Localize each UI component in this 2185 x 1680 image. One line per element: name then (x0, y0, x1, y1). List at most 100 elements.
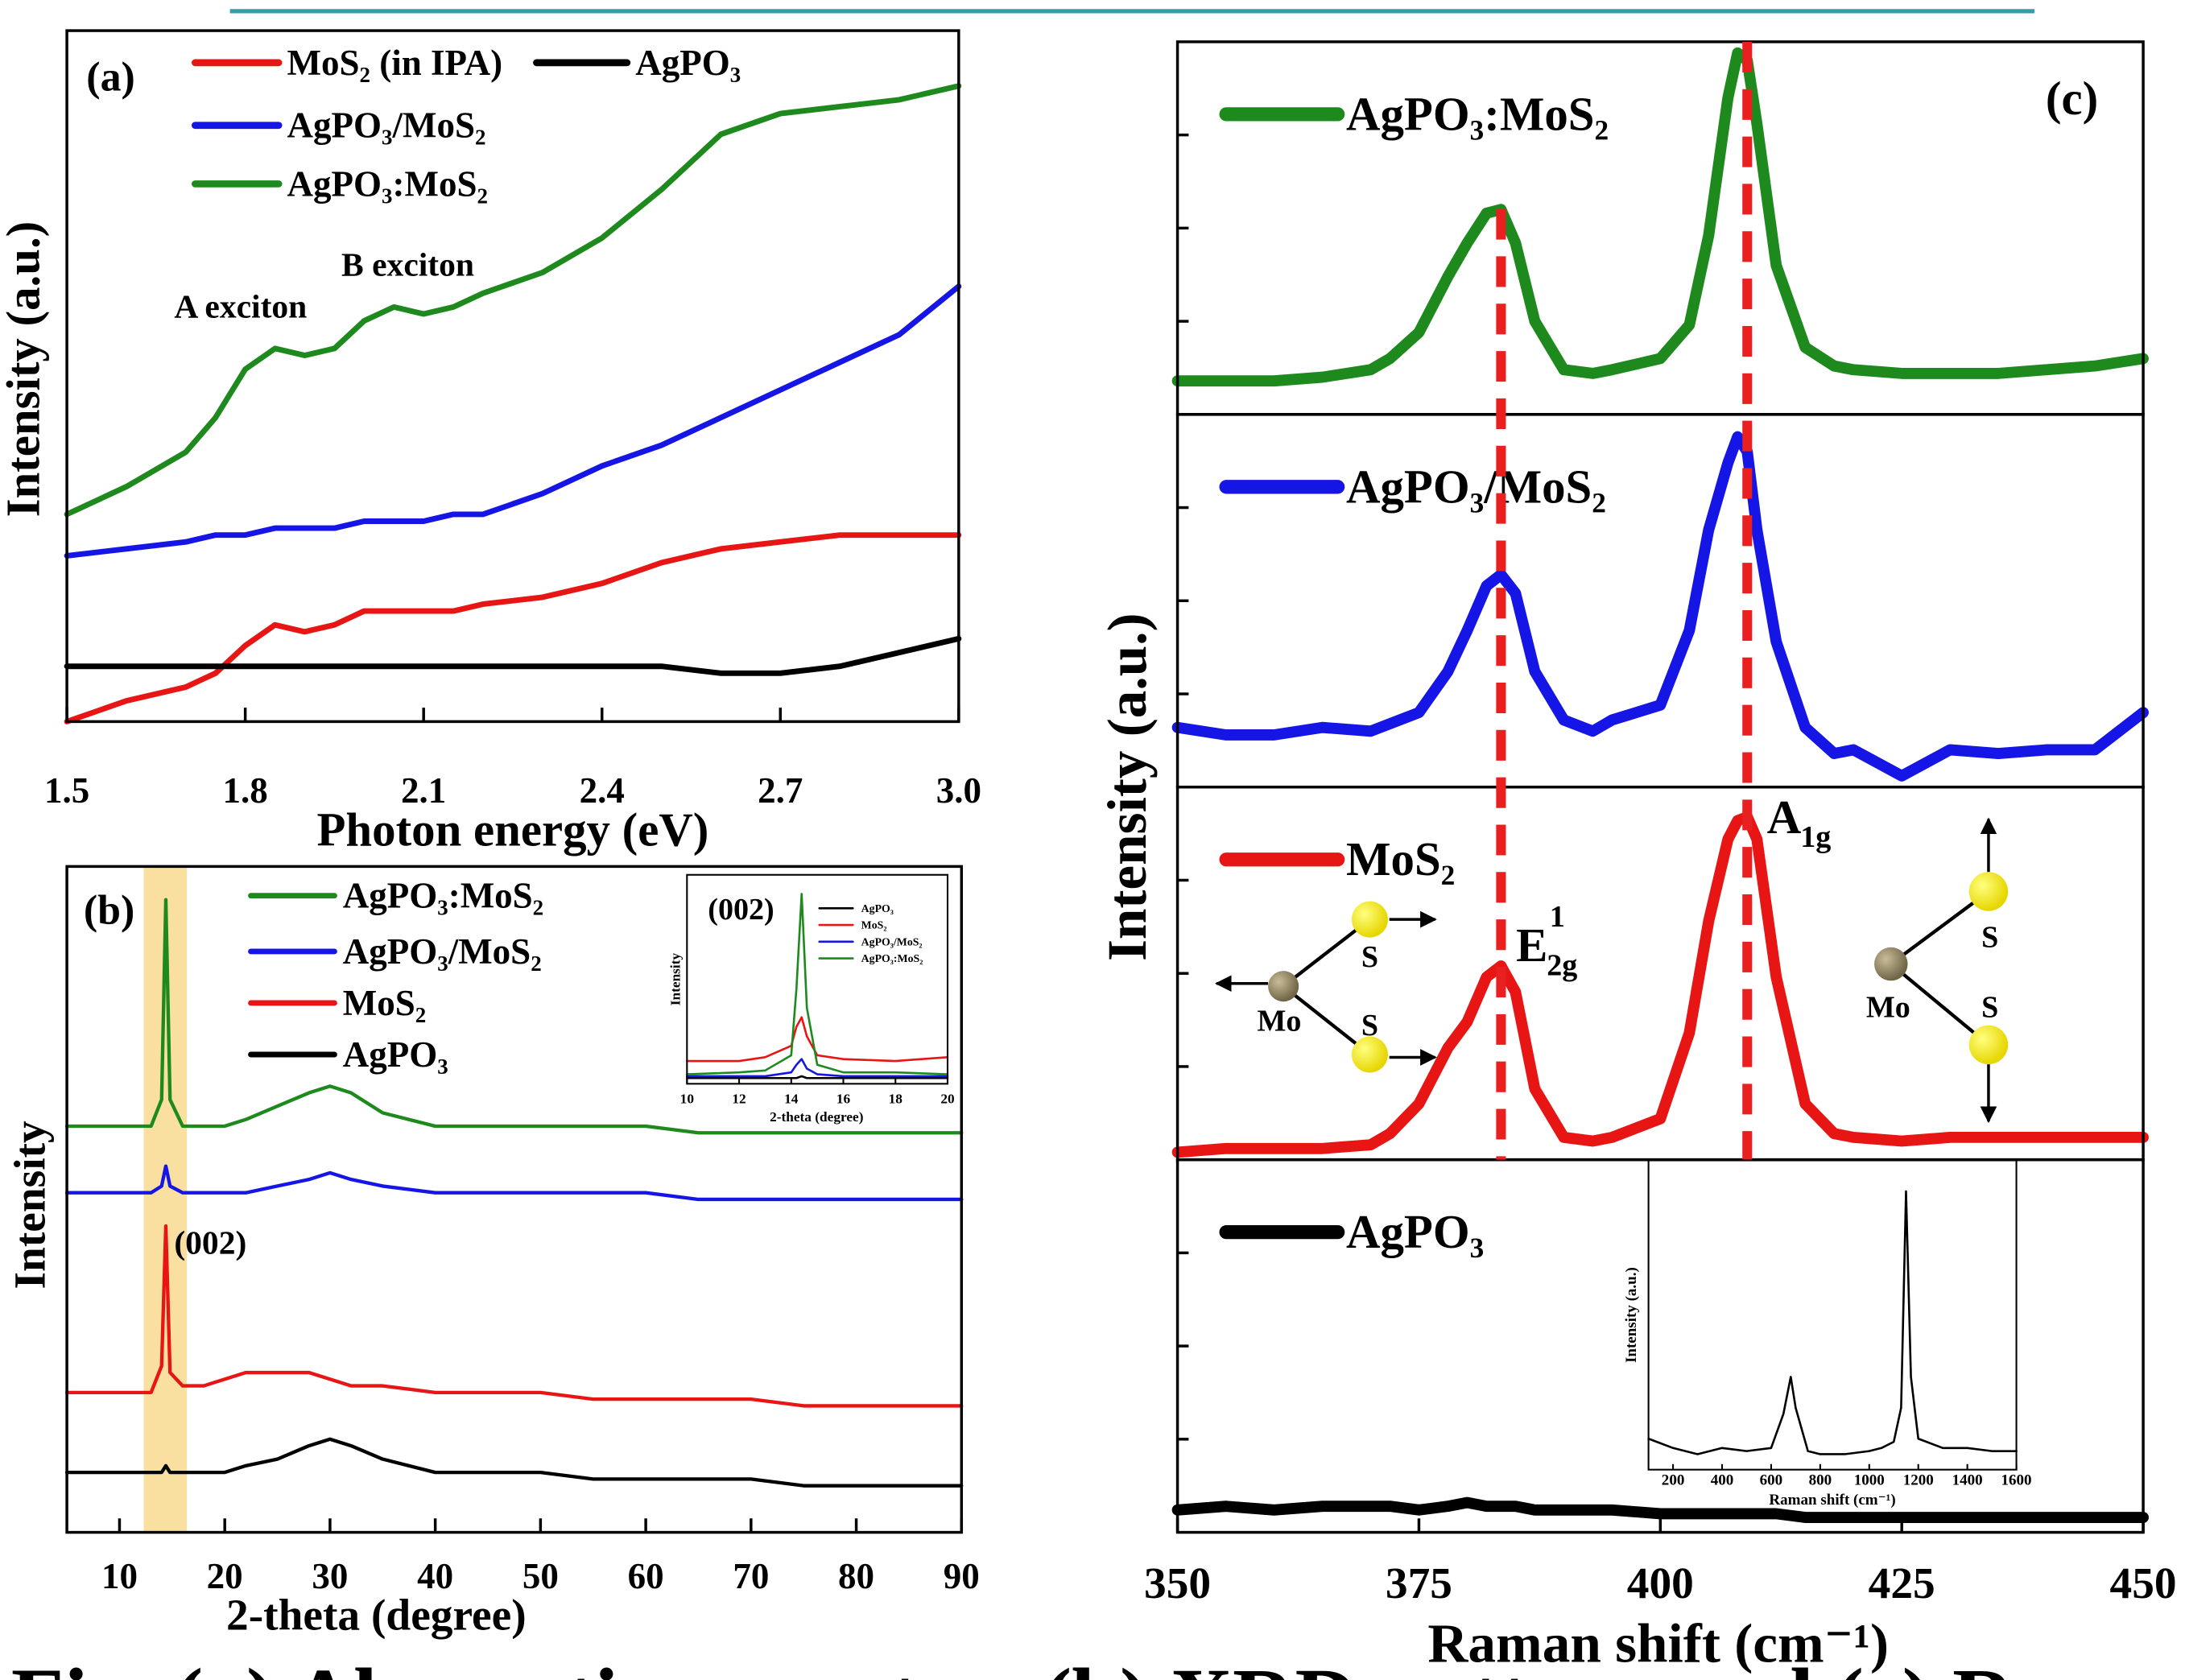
series-line (1171, 811, 2149, 1158)
x-axis-title: Raman shift (cm⁻¹) (1769, 1492, 1895, 1509)
x-tick-label: 1600 (2001, 1472, 2032, 1489)
x-tick-label: 2.1 (401, 770, 446, 811)
x-tick-label: 2.7 (758, 770, 803, 811)
legend-label: AgPO₃ (1346, 1206, 1484, 1258)
series-line (64, 1164, 964, 1202)
x-tick-label: 2.4 (580, 770, 625, 811)
x-tick-label: 70 (733, 1556, 769, 1596)
x-tick-label: 12 (732, 1092, 746, 1107)
legend-label: MoS₂ (861, 919, 887, 931)
x-tick-label: 1.5 (44, 770, 89, 811)
legend-label: MoS₂ (1346, 833, 1455, 885)
legend-label: AgPO₃/MoS₂ (343, 931, 542, 972)
x-tick-label: 40 (417, 1556, 453, 1596)
x-tick-label: 14 (784, 1092, 799, 1107)
panel-label: (a) (86, 54, 135, 100)
annotation: E (1516, 919, 1547, 972)
x-tick-label: 1.8 (223, 770, 268, 811)
plot-frame (686, 873, 949, 1085)
plot-frame (1647, 1159, 2018, 1471)
x-tick-label: 1000 (1854, 1472, 1885, 1489)
plot-frame (65, 29, 960, 724)
atom-label: S (1361, 1009, 1378, 1042)
annotation: A exciton (174, 288, 307, 325)
x-tick-label: 350 (1144, 1558, 1211, 1608)
x-tick-label: 30 (312, 1556, 348, 1596)
x-tick-label: 80 (838, 1556, 874, 1596)
x-tick-label: 10 (101, 1556, 138, 1596)
annotation: B exciton (341, 246, 474, 283)
annotation-sub: 1g (1800, 820, 1831, 854)
panel-label: (b) (84, 887, 134, 933)
series-line (686, 1058, 949, 1078)
legend-label: AgPO₃:MoS₂ (343, 876, 543, 916)
series-line (1171, 431, 2149, 782)
atom-label: Mo (1866, 990, 1910, 1024)
x-tick-label: 50 (522, 1556, 559, 1596)
legend-label: MoS₂ (in IPA) (287, 43, 503, 83)
bond (1890, 890, 1990, 966)
annotation: A (1767, 791, 1802, 844)
legend-label: AgPO₃ (343, 1034, 448, 1075)
x-tick-label: 400 (1627, 1558, 1694, 1608)
x-tick-label: 90 (944, 1556, 980, 1596)
series-line (1171, 1496, 2149, 1523)
inset-background (687, 874, 948, 1084)
x-tick-label: 20 (940, 1092, 954, 1107)
plot-frame (65, 865, 964, 1534)
y-axis-title: Intensity (668, 953, 684, 1006)
legend-label: AgPO₃ (635, 43, 741, 83)
series-line (686, 1075, 949, 1079)
y-axis-title: Intensity (a.u.) (0, 221, 49, 518)
x-tick-label: 375 (1386, 1558, 1452, 1608)
atom (1351, 901, 1388, 938)
atom (1268, 971, 1299, 1002)
x-tick-label: 1400 (1952, 1472, 1983, 1489)
inset-background (1648, 1160, 2017, 1470)
bond (1890, 962, 1990, 1046)
x-tick-label: 3.0 (936, 770, 981, 811)
inset-background (67, 31, 959, 722)
legend-label: AgPO₃ (861, 902, 894, 914)
series-line (686, 893, 949, 1075)
x-tick-label: 10 (680, 1092, 694, 1107)
legend-label: AgPO₃/MoS₂ (1346, 460, 1606, 513)
atom (1351, 1036, 1388, 1073)
atom-label: S (1981, 921, 1998, 955)
x-tick-label: 60 (628, 1556, 664, 1596)
x-tick-label: 20 (207, 1556, 243, 1596)
legend-label: MoS₂ (343, 983, 426, 1023)
atom-label: Mo (1257, 1005, 1301, 1038)
x-tick-label: 200 (1662, 1472, 1685, 1489)
series-line (64, 898, 964, 1135)
annotation-sub: 2g (1547, 948, 1577, 982)
atom-label: S (1981, 990, 1998, 1024)
x-axis-title: 2-theta (degree) (770, 1109, 863, 1125)
caption: Fig. (a) Absorption spectra, (b) XRD pat… (11, 1651, 2016, 1680)
legend-label: AgPO₃/MoS₂ (287, 105, 486, 146)
atom (1968, 872, 2009, 911)
x-tick-label: 800 (1809, 1472, 1832, 1489)
x-axis-title: 2-theta (degree) (226, 1591, 527, 1640)
y-axis-title: Intensity (a.u.) (1096, 613, 1158, 961)
x-tick-label: 16 (836, 1092, 851, 1107)
x-tick-label: 600 (1760, 1472, 1783, 1489)
y-axis-title: Intensity (a.u.) (1623, 1267, 1640, 1363)
series-line (64, 283, 962, 559)
series-line (64, 1437, 964, 1488)
x-tick-label: 1200 (1903, 1472, 1934, 1489)
atom (1968, 1025, 2009, 1065)
y-axis-title: Intensity (5, 1121, 54, 1290)
annotation-sup: 1 (1550, 900, 1565, 934)
series-line (64, 83, 962, 518)
atom-label: S (1361, 940, 1378, 974)
panel-label: (c) (2046, 72, 2098, 125)
x-tick-label: 400 (1711, 1472, 1734, 1489)
series-line (686, 1016, 949, 1063)
x-tick-label: 450 (2110, 1558, 2177, 1608)
legend-label: AgPO₃:MoS₂ (861, 952, 923, 964)
x-tick-label: 18 (889, 1092, 903, 1107)
series-line (64, 635, 962, 676)
bond (1282, 984, 1371, 1056)
